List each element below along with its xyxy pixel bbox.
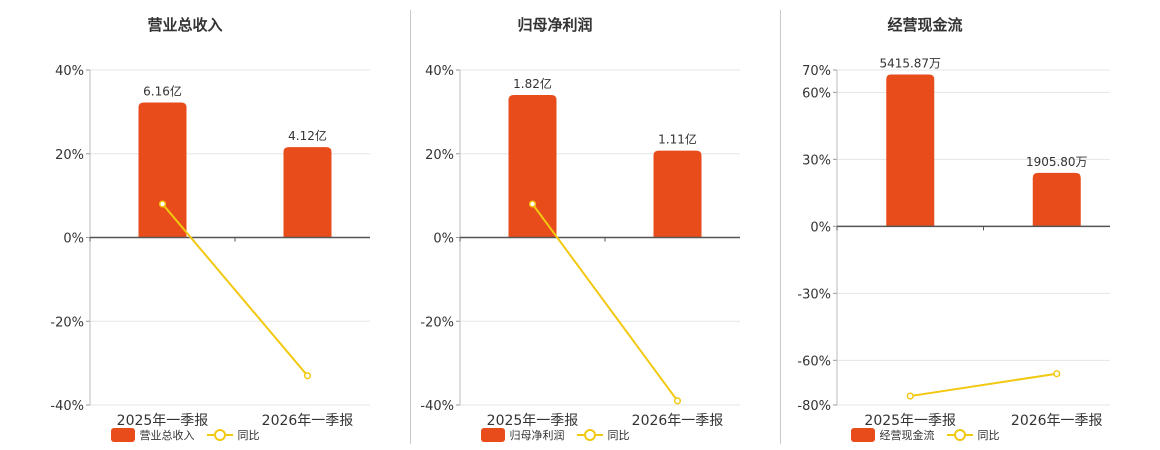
legend-line-item[interactable]: 同比 (946, 427, 1000, 443)
bar-value-label: 4.12亿 (288, 128, 327, 143)
bar-value-label: 1.11亿 (658, 132, 697, 147)
legend-line-item[interactable]: 同比 (576, 427, 630, 443)
y-tick-label: -20% (420, 315, 454, 330)
yoy-point[interactable] (1053, 370, 1061, 378)
y-tick-label: -60% (797, 354, 831, 369)
y-tick-label: 40% (425, 64, 454, 79)
yoy-point[interactable] (303, 372, 312, 380)
x-category-label: 2025年一季报 (487, 413, 579, 429)
net-profit-title: 归母净利润 (517, 16, 593, 34)
legend-line-swatch (576, 429, 603, 441)
y-tick-label: 0% (810, 220, 831, 235)
legend-bar-label: 营业总收入 (139, 429, 195, 442)
yoy-line (910, 372, 1057, 398)
revenue-panel: 营业总收入 40% 20% 0% -20% -40% 6.16亿 2025年一季报 4.12亿… (0, 0, 370, 450)
revenue-title: 营业总收入 (147, 16, 223, 34)
cashflow-legend: 经营现金流 同比 (740, 427, 1110, 443)
legend-bar-swatch (110, 428, 135, 442)
revenue-legend: 营业总收入 同比 (0, 427, 370, 443)
net-profit-legend: 归母净利润 同比 (370, 427, 740, 443)
legend-line-item[interactable]: 同比 (206, 427, 260, 443)
bar-1[interactable] (138, 102, 187, 238)
y-tick-label: 0% (433, 232, 454, 247)
x-category-label: 2026年一季报 (262, 413, 354, 429)
panel-divider (410, 10, 411, 444)
x-category-label: 2026年一季报 (632, 413, 724, 429)
y-tick-label: 60% (802, 86, 831, 101)
y-tick-label: 20% (425, 148, 454, 163)
yoy-point[interactable] (673, 397, 682, 405)
x-category-label: 2025年一季报 (117, 413, 209, 429)
y-tick-label: 30% (802, 153, 831, 168)
y-tick-label: -40% (50, 399, 84, 414)
bar-1[interactable] (508, 95, 557, 238)
y-tick-label: 20% (55, 148, 84, 163)
bar-2[interactable] (1032, 172, 1081, 227)
legend-line-label: 同比 (237, 429, 260, 442)
legend-bar-swatch (480, 428, 505, 442)
legend-bar-label: 经营现金流 (879, 429, 935, 442)
yoy-point[interactable] (906, 392, 914, 400)
legend-line-swatch (946, 429, 973, 441)
yoy-line (531, 203, 679, 402)
y-tick-label: 40% (55, 64, 84, 79)
legend-bar-item[interactable]: 归母净利润 (480, 427, 565, 443)
y-tick-label: 70% (802, 64, 831, 79)
bar-2[interactable] (653, 150, 702, 238)
y-tick-label: -40% (420, 399, 454, 414)
bar-value-label: 5415.87万 (879, 56, 941, 70)
legend-bar-label: 归母净利润 (509, 429, 565, 442)
net-profit-chart: 40% 20% 0% -20% -40% 1.82亿 2025年一季报 1.11亿 2026年一… (420, 64, 740, 429)
bar-1[interactable] (886, 74, 935, 227)
yoy-point[interactable] (528, 200, 537, 208)
cashflow-chart: 70% 60% 30% 0% -30% -60% -80% 5415.87万 2025年一季报 1… (797, 56, 1110, 429)
legend-bar-item[interactable]: 营业总收入 (110, 427, 195, 443)
revenue-chart: 40% 20% 0% -20% -40% 6.16亿 2025年一季报 4.12亿 2026年一… (50, 64, 370, 429)
legend-bar-swatch (850, 428, 875, 442)
cashflow-title: 经营现金流 (887, 16, 963, 34)
yoy-point[interactable] (158, 200, 167, 208)
cashflow-panel: 经营现金流 70% 60% 30% 0% -30% -60% -80% 5415.87万 202… (740, 0, 1110, 450)
y-tick-label: -20% (50, 315, 84, 330)
y-tick-label: 0% (63, 232, 84, 247)
bar-value-label: 1.82亿 (513, 76, 552, 91)
legend-bar-item[interactable]: 经营现金流 (850, 427, 935, 443)
bar-2[interactable] (283, 147, 332, 238)
legend-line-swatch (206, 429, 233, 441)
bar-value-label: 6.16亿 (143, 83, 182, 98)
panel-divider (780, 10, 781, 444)
x-category-label: 2025年一季报 (864, 413, 956, 429)
y-tick-label: -30% (797, 287, 831, 302)
legend-line-label: 同比 (607, 429, 630, 442)
bar-value-label: 1905.80万 (1026, 155, 1088, 169)
x-category-label: 2026年一季报 (1011, 413, 1103, 429)
y-tick-label: -80% (797, 399, 831, 414)
legend-line-label: 同比 (977, 429, 1000, 442)
net-profit-panel: 归母净利润 40% 20% 0% -20% -40% 1.82亿 2025年一季报 1.11亿… (370, 0, 740, 450)
yoy-line (161, 203, 309, 377)
